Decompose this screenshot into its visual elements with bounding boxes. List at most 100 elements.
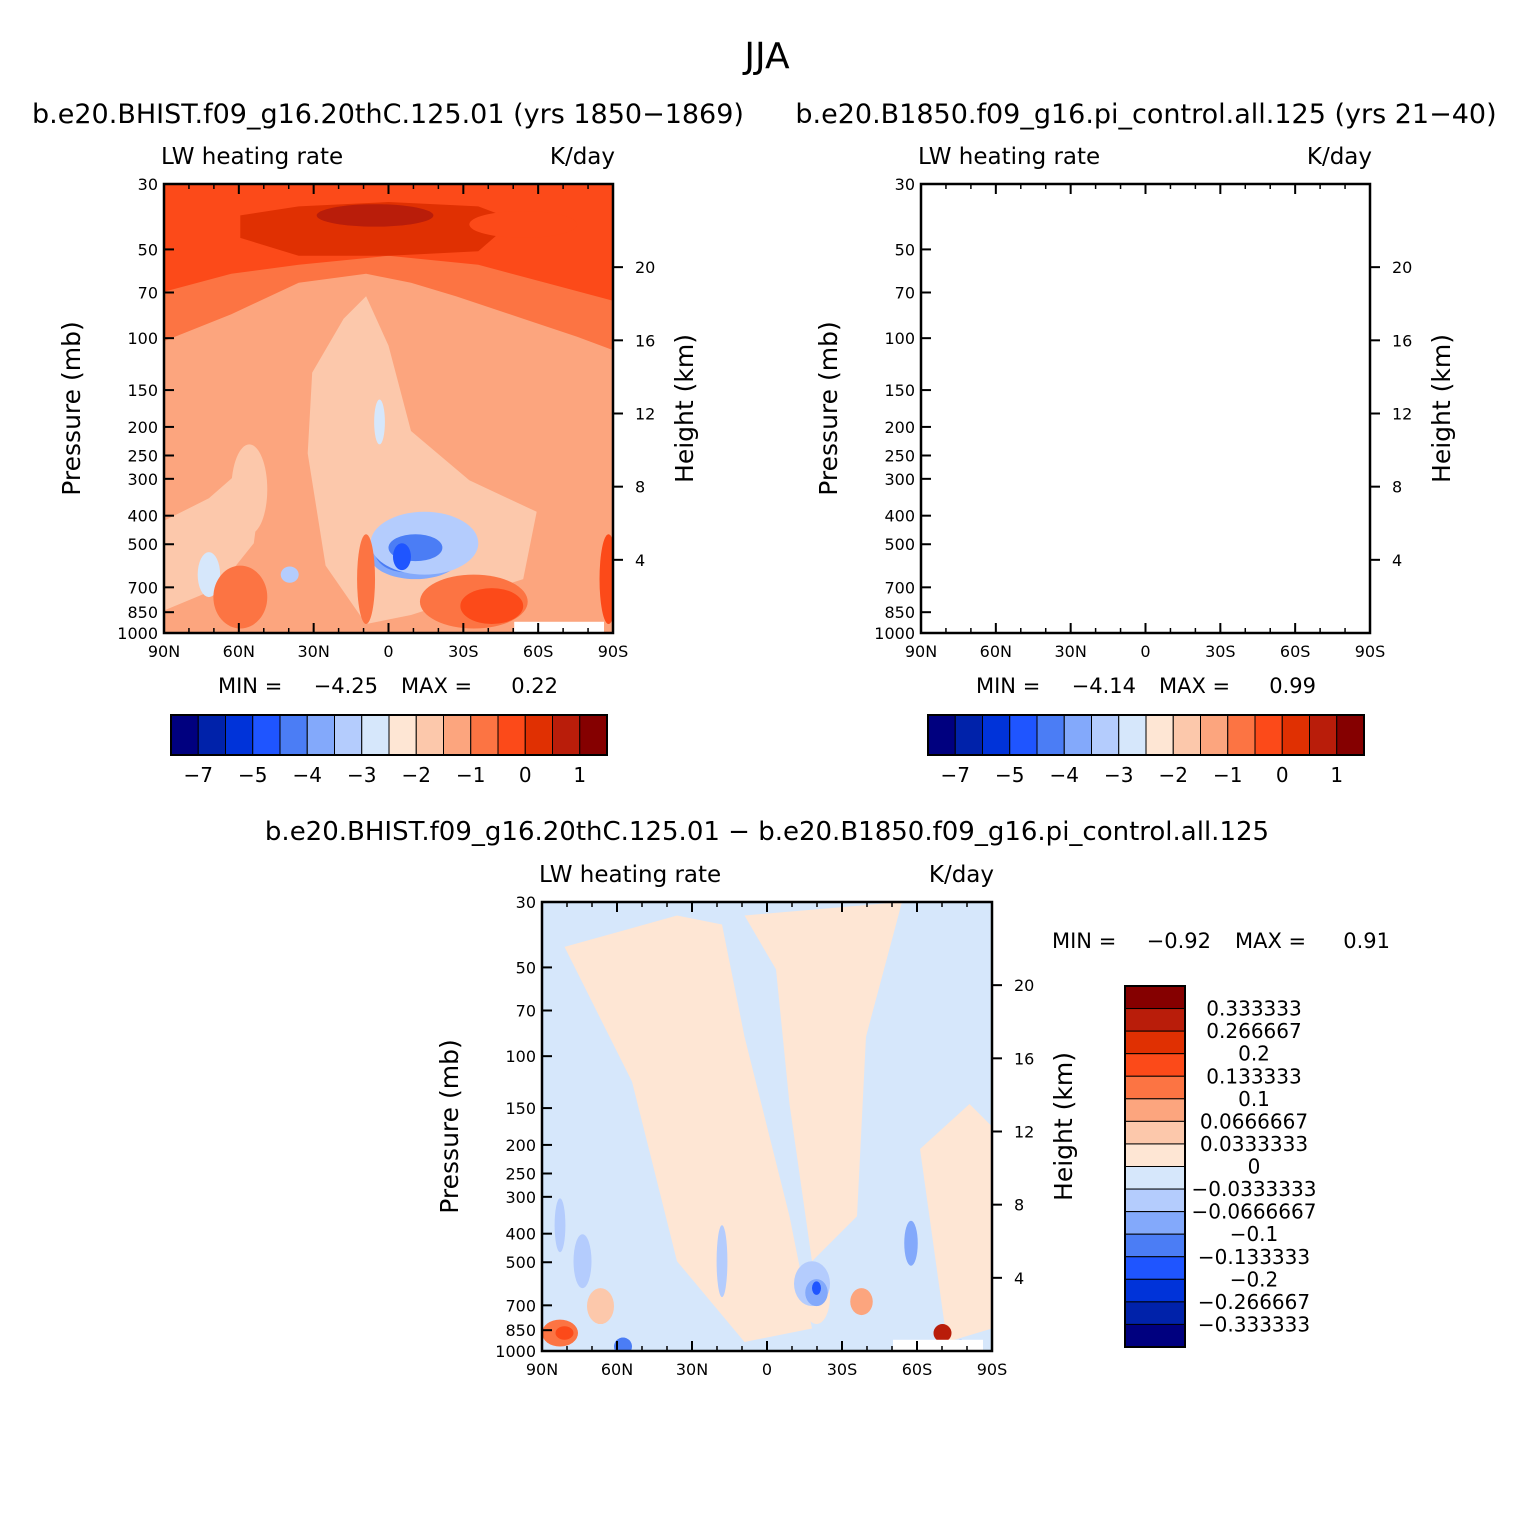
- colorbar-frame: [1124, 985, 1186, 1348]
- contour-band-negative: [1038, 567, 1056, 583]
- y-tick-label: 300: [127, 470, 158, 489]
- colorbar-swatch: [1336, 714, 1365, 756]
- y-right-tick-label: 12: [1392, 404, 1412, 423]
- colorbar-label: −0.2: [1230, 1267, 1279, 1291]
- missing-data: [514, 621, 605, 633]
- contour-band-upper: [469, 210, 578, 238]
- colorbar-label: 0.0666667: [1200, 1109, 1308, 1133]
- contour-band-surface: [1357, 534, 1375, 624]
- y-tick-label: 1000: [117, 624, 158, 643]
- colorbar-swatch: [579, 714, 608, 756]
- max-label: MAX =: [401, 674, 472, 698]
- x-tick-label: 0: [383, 642, 393, 661]
- contour-band-surface: [970, 566, 1024, 629]
- panel-2: 90N 60N 30N 0 30S 60S 90S305070100150200250300…: [814, 144, 1456, 787]
- contour-band-max: [240, 202, 515, 256]
- contour-band-light: [231, 444, 268, 535]
- subtitle-right: K/day: [1307, 144, 1372, 170]
- contour-band-negative: [573, 1234, 592, 1289]
- colorbar-swatch: [1124, 1166, 1186, 1190]
- subtitle-right: K/day: [929, 862, 994, 888]
- colorbar-label: 0.266667: [1206, 1019, 1301, 1043]
- contour-band-negative: [280, 566, 299, 583]
- contour-band-positive: [587, 1288, 614, 1325]
- x-tick-label: 30N: [676, 1360, 708, 1379]
- y-tick-label: 850: [127, 603, 158, 622]
- y-tick-label: 500: [127, 535, 158, 554]
- x-tick-label: 30N: [1055, 642, 1087, 661]
- y-right-tick-label: 12: [1014, 1122, 1034, 1141]
- colorbar-swatch: [361, 714, 390, 756]
- y-tick-label: 150: [127, 381, 158, 400]
- colorbar-label: −2: [402, 763, 431, 787]
- colorbar-label: 1: [1330, 763, 1343, 787]
- colorbar-swatch: [1172, 714, 1201, 756]
- colorbar-swatch: [334, 714, 363, 756]
- y-tick-label: 150: [884, 381, 915, 400]
- x-tick-label: 60S: [1280, 642, 1311, 661]
- y-right-tick-label: 16: [635, 331, 655, 350]
- colorbar-swatch: [388, 714, 417, 756]
- min-label: MIN =: [1052, 929, 1116, 953]
- colorbar-swatch: [225, 714, 254, 756]
- contour-band-surface: [357, 534, 376, 625]
- panel-1: 90N 60N 30N 0 30S 60S 90S305070100150200250300…: [57, 144, 699, 787]
- y-tick-label: 1000: [874, 624, 915, 643]
- colorbar-label: 0: [1248, 1155, 1261, 1179]
- colorbar-swatch: [1254, 714, 1283, 756]
- colorbar-label: −0.0333333: [1192, 1177, 1317, 1201]
- colorbar-label: 1: [573, 763, 586, 787]
- colorbar-swatch: [279, 714, 308, 756]
- colorbar-swatch: [1124, 1008, 1186, 1032]
- colorbar-label: −0.1: [1230, 1222, 1279, 1246]
- contour-band-negative: [955, 552, 977, 597]
- colorbar-swatch: [1309, 714, 1338, 756]
- contour-band-surface: [599, 534, 613, 625]
- y-tick-label: 250: [127, 446, 158, 465]
- contour-band-surface: [1217, 588, 1280, 624]
- min-value: −4.14: [1072, 674, 1136, 698]
- colorbar-label: −7: [941, 763, 970, 787]
- y-tick-label: 50: [138, 240, 158, 259]
- y-axis-label: Pressure (mb): [435, 1039, 464, 1213]
- colorbar-swatch: [252, 714, 281, 756]
- contour-band-negative: [1146, 534, 1200, 561]
- min-label: MIN =: [218, 674, 282, 698]
- y-right-axis-label: Height (km): [670, 334, 699, 483]
- contour-band-negative: [374, 399, 385, 445]
- y-right-tick-label: 4: [1392, 551, 1402, 570]
- colorbar-swatch: [497, 714, 526, 756]
- y-tick-label: 700: [127, 578, 158, 597]
- x-tick-label: 0: [1140, 642, 1150, 661]
- y-right-tick-label: 8: [635, 478, 645, 497]
- contour-band-max: [316, 204, 434, 227]
- colorbar-label: 0: [519, 763, 532, 787]
- contour-band-positive: [564, 915, 812, 1342]
- max-value: 0.91: [1343, 929, 1390, 953]
- colorbar-swatch: [1063, 714, 1092, 756]
- max-value: 0.99: [1269, 674, 1316, 698]
- colorbar-swatch: [1124, 1120, 1186, 1145]
- contour-band-light: [921, 467, 1020, 611]
- max-label: MAX =: [1235, 929, 1306, 953]
- colorbar-swatch: [1124, 1188, 1186, 1213]
- colorbar-label: −3: [1104, 763, 1133, 787]
- contour-band-positive: [555, 1326, 574, 1340]
- contour-band-max: [997, 202, 1271, 256]
- y-tick-label: 850: [884, 603, 915, 622]
- x-tick-label: 30N: [298, 642, 330, 661]
- y-right-tick-label: 4: [1014, 1269, 1024, 1288]
- x-tick-label: 30S: [1205, 642, 1236, 661]
- subtitle-left: LW heating rate: [161, 144, 343, 170]
- colorbar-swatch: [982, 714, 1011, 756]
- y-tick-label: 150: [505, 1099, 536, 1118]
- y-right-tick-label: 16: [1392, 331, 1412, 350]
- y-tick-label: 70: [895, 283, 915, 302]
- contour-band-negative: [1128, 534, 1218, 579]
- contour-band-negative: [392, 543, 411, 571]
- colorbar-label: −0.133333: [1198, 1245, 1310, 1269]
- panel-3-title: b.e20.BHIST.f09_g16.20thC.125.01 − b.e20…: [265, 817, 1269, 847]
- y-right-tick-label: 12: [635, 404, 655, 423]
- colorbar-swatch: [1145, 714, 1174, 756]
- contour-band-positive: [933, 1324, 952, 1343]
